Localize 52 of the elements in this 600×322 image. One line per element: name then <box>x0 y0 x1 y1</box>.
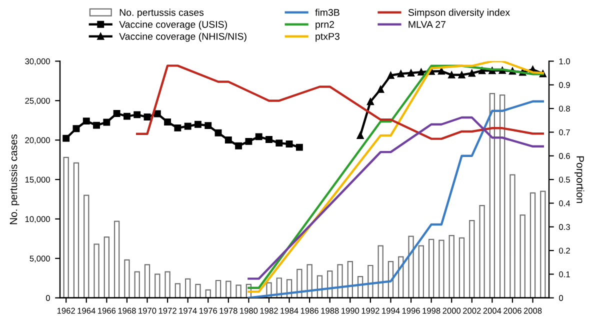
y2-tick-label: 0.6 <box>559 153 570 159</box>
x-tick-label: 1962 <box>57 308 75 314</box>
legend-label: Simpson diversity index <box>408 8 510 18</box>
y2-axis-title: Porportion <box>574 156 584 203</box>
x-tick-label: 1992 <box>362 308 380 314</box>
x-tick-label: 1982 <box>260 308 278 314</box>
x-tick-label: 1968 <box>118 308 136 314</box>
y2-tick-label: 0.4 <box>559 200 570 206</box>
x-tick-label: 2006 <box>504 308 522 314</box>
x-tick-label: 1972 <box>158 308 176 314</box>
y2-tick-label: 0.7 <box>559 129 570 136</box>
y2-tick-label: 0.3 <box>559 224 570 230</box>
y-tick-label: 10,000 <box>25 216 50 224</box>
y-axis-title: No. pertussis cases <box>10 134 20 224</box>
legend-label: Vaccine coverage (USIS) <box>119 20 227 30</box>
x-tick-label: 1970 <box>138 308 156 314</box>
x-tick-label: 1998 <box>422 308 440 314</box>
x-tick-label: 1980 <box>240 308 258 314</box>
x-tick-label: 1988 <box>321 308 339 314</box>
y-tick-label: 15,000 <box>25 176 50 184</box>
legend-label: fim3B <box>315 8 340 16</box>
legend-label: MLVA 27 <box>408 20 446 28</box>
x-tick-label: 2002 <box>463 308 481 314</box>
y2-tick-label: 0.5 <box>559 176 570 183</box>
x-tick-label: 1976 <box>199 308 218 314</box>
legend-label: Vaccine coverage (NHIS/NIS) <box>119 32 246 42</box>
y-tick-label: 5,000 <box>30 256 50 262</box>
x-tick-label: 1994 <box>382 308 400 314</box>
legend-label: prn2 <box>316 20 334 30</box>
y-tick-label: 20,000 <box>25 137 50 144</box>
x-tick-label: 2000 <box>442 308 461 314</box>
y2-tick-label: 1.0 <box>559 58 570 64</box>
x-tick-label: 1974 <box>179 308 197 314</box>
x-tick-label: 1978 <box>220 308 238 314</box>
x-tick-label: 1996 <box>402 308 420 314</box>
y2-tick-label: 0.2 <box>559 248 570 254</box>
legend-label: ptxP3 <box>316 32 340 42</box>
y2-tick-label: 0 <box>559 295 564 301</box>
y2-tick-label: 0.9 <box>559 82 570 88</box>
x-tick-label: 2004 <box>483 308 502 314</box>
y-tick-label: 25,000 <box>25 98 50 105</box>
x-tick-label: 1984 <box>280 308 298 314</box>
y2-tick-label: 0.1 <box>559 271 570 278</box>
y2-tick-label: 0.8 <box>559 106 570 112</box>
x-tick-label: 1986 <box>300 308 318 314</box>
y-tick-label: 0 <box>46 295 50 301</box>
x-tick-label: 1966 <box>98 308 116 314</box>
legend-label: No. pertussis cases <box>120 8 204 18</box>
x-tick-label: 2008 <box>524 308 542 314</box>
x-tick-label: 1964 <box>78 308 96 314</box>
x-tick-label: 1990 <box>342 308 360 314</box>
y-tick-label: 30,000 <box>25 58 50 66</box>
